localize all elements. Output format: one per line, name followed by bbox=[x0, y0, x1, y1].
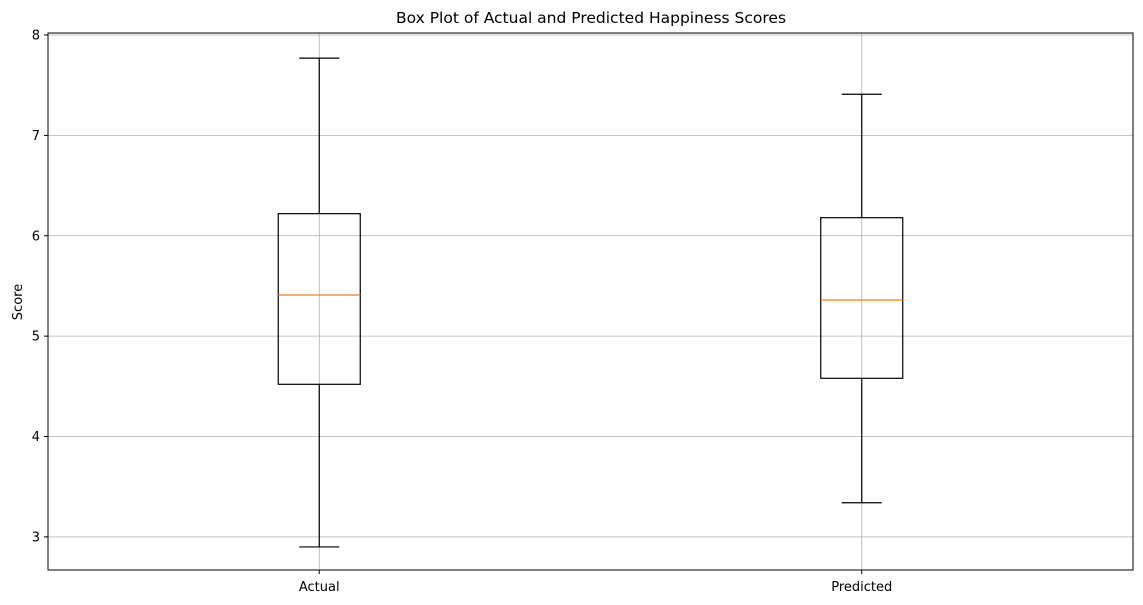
y-tick-label: 5 bbox=[32, 330, 40, 345]
y-tick-label: 8 bbox=[32, 29, 40, 44]
chart-title: Box Plot of Actual and Predicted Happine… bbox=[396, 9, 786, 27]
box-actual bbox=[277, 57, 361, 548]
x-tick-label: Predicted bbox=[831, 580, 892, 595]
box-predicted bbox=[820, 93, 904, 504]
x-tick-label: Actual bbox=[299, 580, 340, 595]
boxes bbox=[277, 57, 904, 548]
iqr-box bbox=[277, 213, 361, 385]
iqr-box bbox=[820, 217, 904, 379]
grid-lines bbox=[48, 33, 1133, 570]
y-tick-label: 4 bbox=[32, 430, 40, 445]
plot-frame bbox=[47, 32, 1134, 571]
y-tick-label: 6 bbox=[32, 229, 40, 244]
y-axis-label: Score bbox=[11, 284, 26, 320]
y-tick-label: 7 bbox=[32, 129, 40, 144]
axes: 3 4 5 6 7 8 Actual Predicted bbox=[32, 29, 1134, 595]
y-tick-label: 3 bbox=[32, 530, 40, 545]
